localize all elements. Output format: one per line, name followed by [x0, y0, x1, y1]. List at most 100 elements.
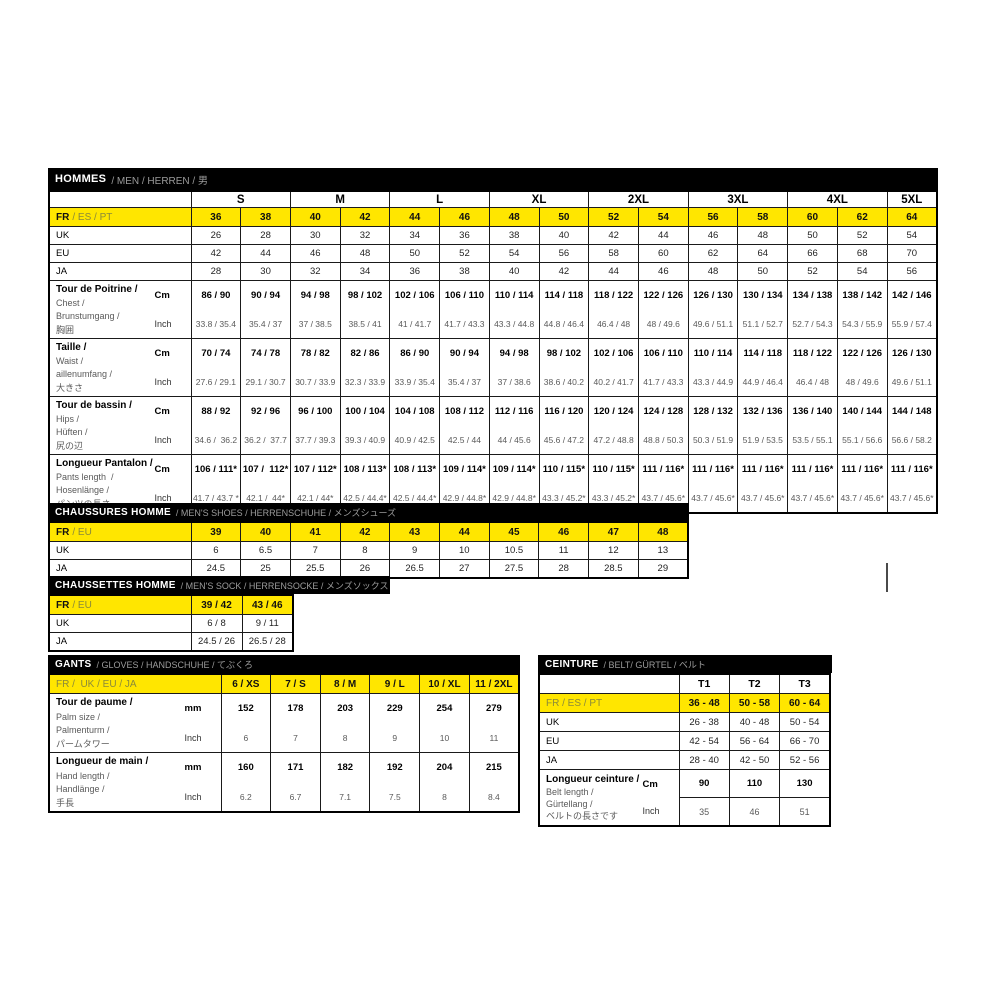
inch-value: 37.7 / 39.3: [295, 435, 336, 445]
shoes-section: CHAUSSURES HOMME / MEN'S SHOES / HERRENS…: [48, 503, 689, 579]
measurement-value-cell: 111 / 116* 43.7 / 45.6*: [737, 454, 789, 514]
cm-value: 130 / 134: [742, 290, 783, 301]
mm-value: 279: [485, 703, 502, 715]
cm-value: 110 / 115*: [542, 464, 586, 475]
measure-name-de: aillenumfang /: [56, 369, 113, 380]
measurement-value-cell: 70 / 74 27.6 / 29.1: [190, 338, 242, 397]
size-value-cell: 30: [289, 226, 341, 245]
glove-size-cell: 9 / L: [369, 673, 421, 694]
size-value-cell: 26 - 38: [678, 712, 730, 732]
mm-value: 171: [287, 762, 304, 774]
cm-value: 114 / 118: [743, 348, 783, 359]
section-title-translations: / MEN'S SHOES / HERRENSCHUHE / メンズシューズ: [175, 507, 397, 518]
inch-value: 43.3 / 44.9: [692, 377, 734, 387]
inch-value: 47.2 / 48.8: [593, 435, 634, 445]
measurement-value-cell: 254 10: [419, 693, 470, 753]
belt-section-header: CEINTURE / BELT/ GÜRTEL / ベルト: [538, 655, 832, 673]
measure-name-ja: ベルトの長さです: [546, 811, 619, 822]
inch-value: 55.1 / 56.6: [842, 435, 883, 445]
measurement-value-cell: 128 / 132 50.3 / 51.9: [687, 396, 739, 455]
mm-value: 229: [386, 703, 403, 715]
corner-cell: [538, 673, 680, 694]
size-value-cell: 32: [339, 226, 391, 245]
measure-name-en: Hips /: [56, 414, 80, 425]
glove-size-cell: 8 / M: [319, 673, 371, 694]
size-value-cell: 40: [488, 262, 540, 281]
row-label: FR: [56, 211, 70, 223]
cm-value: 106 / 110: [643, 348, 683, 359]
measurement-value-cell: 116 / 120 45.6 / 47.2: [538, 396, 590, 455]
measurement-value-cell: 102 / 106 40.2 / 41.7: [588, 338, 639, 397]
mm-value: 215: [485, 762, 502, 774]
measurement-value-cell: 204 8: [419, 752, 470, 813]
size-value-cell: 39 / 42: [190, 594, 243, 615]
inch-value: 41.7 / 43.3: [643, 377, 684, 387]
region-size-row: UK 6 6.5 7 8 9 10 10.5 11 12 13: [48, 541, 689, 560]
measure-name-fr: Longueur ceinture /: [546, 773, 640, 785]
section-title-translations: / MEN'S SOCK / HERRENSOCKE / メンズソックス: [180, 580, 389, 591]
size-value-cell: 29: [637, 559, 689, 579]
size-value-cell: 70: [886, 244, 938, 263]
cm-value: 111 / 116*: [692, 464, 734, 475]
cm-value: 126 / 130: [693, 290, 733, 301]
cm-value: 94 / 98: [499, 348, 529, 359]
row-label-cell: UK: [538, 712, 680, 732]
section-title: CEINTURE: [545, 658, 599, 670]
size-value-cell: 54: [886, 226, 938, 245]
mm-value: 182: [337, 762, 354, 774]
row-label-cell: UK: [48, 541, 192, 560]
socks-section-header: CHAUSSETTES HOMME / MEN'S SOCK / HERRENS…: [48, 576, 390, 594]
cm-value: 132 / 136: [742, 406, 783, 417]
cm-value: 86 / 90: [400, 348, 430, 359]
size-value-cell: 6 / 8: [190, 614, 243, 633]
cm-value: 118 / 122: [792, 348, 833, 359]
unit-top-label: mm: [184, 762, 202, 774]
cm-value: 144 / 148: [891, 406, 932, 417]
size-value-cell: 52 - 56: [779, 750, 831, 770]
size-value-cell: 11: [538, 541, 589, 560]
stray-tick-mark: [886, 563, 888, 592]
inch-value: 43.3 / 45.2*: [542, 493, 586, 503]
measure-name-de: Hüften /: [56, 427, 88, 438]
measure-name-ja: 胸囲: [56, 324, 75, 335]
cm-value: 142 / 146: [891, 290, 932, 301]
unit-bottom-label: Inch: [154, 435, 172, 445]
unit-top-label: mm: [184, 703, 202, 715]
row-label-cell: JA: [538, 750, 680, 770]
size-value-cell: 27.5: [488, 559, 540, 579]
inch-value: 38.6 / 40.2: [543, 377, 584, 387]
size-value-cell: 54: [637, 207, 689, 227]
measure-name-ja: 手長: [56, 797, 75, 808]
measurement-value-cell: 118 / 122 46.4 / 48: [787, 338, 838, 397]
section-title: GANTS: [55, 658, 92, 670]
unit-top-label: Cm: [642, 778, 658, 790]
measure-name-de: Hosenlänge /: [56, 485, 110, 496]
measurement-value-cell: 86 / 90 33.9 / 35.4: [389, 338, 441, 397]
glove-size-cell: 11 / 2XL: [468, 673, 520, 694]
region-size-row: UK 26 28 30 32 34 36 38 40 42 44 46 48 50 52 54: [48, 226, 938, 245]
measure-name-ja: 大きさ: [56, 382, 84, 393]
size-group-label: S: [190, 190, 291, 208]
inch-value: 36.2 / 37.7: [244, 435, 287, 445]
measurement-value-cell: 110 / 114 43.3 / 44.9: [687, 338, 739, 397]
measurement-value-cell: 134 / 138 52.7 / 54.3: [787, 280, 838, 339]
size-value-cell: 26: [190, 226, 242, 245]
measurement-value-cell: 96 / 100 37.7 / 39.3: [289, 396, 341, 455]
size-value-cell: 66: [787, 244, 838, 263]
measurement-value-cell: 98 / 102 38.6 / 40.2: [538, 338, 590, 397]
cm-value: 122 / 126: [842, 348, 883, 359]
measurement-value-cell: 110 / 114 43.3 / 44.8: [488, 280, 540, 339]
inch-value: 44.8 / 46.4: [543, 319, 584, 329]
size-value-cell: 28 - 40: [678, 750, 730, 770]
size-value-cell: 50: [737, 262, 789, 281]
inch-value: 52.7 / 54.3: [792, 319, 833, 329]
cm-value: 98 / 102: [347, 290, 383, 301]
measurement-value-cell: 104 / 108 40.9 / 42.5: [389, 396, 441, 455]
measure-name-ja: パームタワー: [56, 738, 110, 749]
inch-value: 48 / 49.6: [646, 319, 680, 329]
mens-shoes-size-table: FR / EU 39 40 41 42 43 44 45 46 47 48 UK 6 6.5 7 8 9 10…: [48, 521, 689, 579]
measurement-value-cell: 120 / 124 47.2 / 48.8: [588, 396, 639, 455]
size-value-cell: 28.5: [588, 559, 639, 579]
inch-value: 43.7 / 45.6*: [890, 493, 934, 503]
